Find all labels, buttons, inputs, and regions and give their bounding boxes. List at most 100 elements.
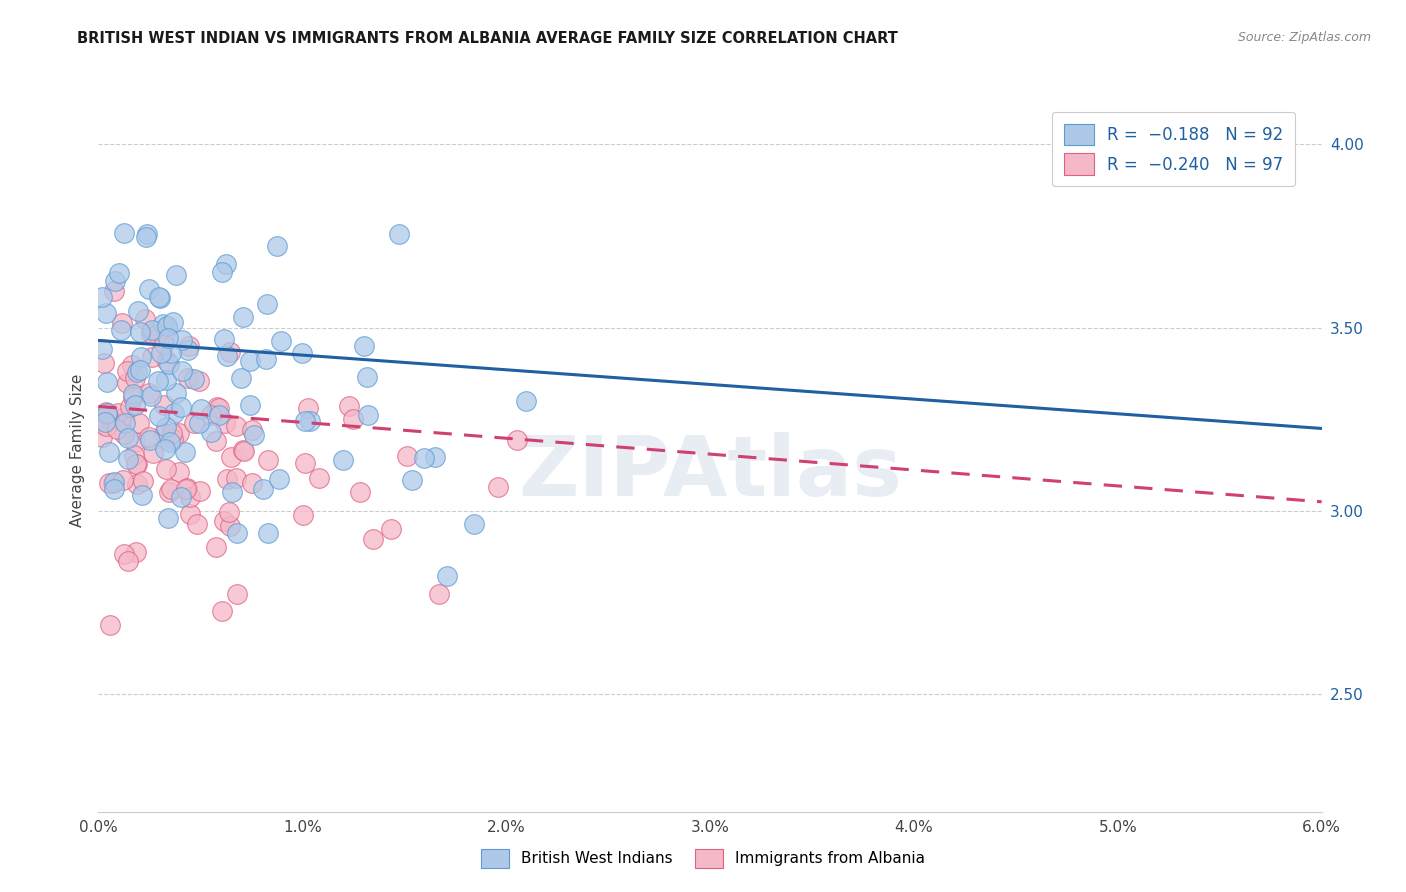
Point: [226, 525, 249, 540]
Point: [208, 401, 231, 415]
Point: [124, 435, 146, 450]
Point: [149, 292, 172, 306]
Point: [155, 462, 177, 476]
Point: [149, 345, 172, 359]
Point: [357, 408, 380, 422]
Point: [179, 490, 201, 504]
Point: [125, 458, 148, 472]
Point: [96, 408, 118, 422]
Point: [105, 422, 128, 436]
Point: [205, 434, 228, 448]
Point: [159, 434, 181, 449]
Point: [122, 448, 145, 462]
Legend: R =  −0.188   N = 92, R =  −0.240   N = 97: R = −0.188 N = 92, R = −0.240 N = 97: [1052, 112, 1295, 186]
Text: Source: ZipAtlas.com: Source: ZipAtlas.com: [1237, 31, 1371, 45]
Point: [292, 508, 315, 522]
Point: [436, 569, 458, 583]
Point: [269, 472, 291, 486]
Legend: British West Indians, Immigrants from Albania: British West Indians, Immigrants from Al…: [475, 843, 931, 873]
Point: [423, 450, 446, 464]
Point: [207, 409, 229, 423]
Point: [103, 475, 125, 489]
Point: [121, 390, 143, 404]
Point: [387, 227, 409, 242]
Point: [159, 482, 181, 496]
Point: [117, 451, 139, 466]
Point: [160, 425, 183, 440]
Point: [157, 511, 180, 525]
Point: [211, 265, 233, 279]
Point: [232, 442, 254, 457]
Point: [252, 483, 274, 497]
Point: [165, 268, 187, 282]
Point: [243, 428, 266, 442]
Point: [291, 346, 314, 360]
Point: [127, 476, 149, 491]
Point: [156, 318, 179, 333]
Point: [152, 425, 174, 440]
Point: [214, 416, 236, 430]
Point: [98, 475, 121, 490]
Point: [174, 445, 197, 459]
Point: [125, 365, 148, 379]
Point: [91, 342, 114, 356]
Point: [94, 305, 117, 319]
Point: [163, 407, 186, 421]
Point: [225, 587, 247, 601]
Point: [103, 482, 125, 496]
Point: [256, 297, 278, 311]
Point: [176, 343, 198, 357]
Point: [232, 310, 254, 325]
Point: [91, 430, 114, 444]
Point: [190, 401, 212, 416]
Point: [131, 475, 153, 489]
Point: [103, 284, 125, 298]
Point: [242, 423, 264, 437]
Point: [294, 456, 316, 470]
Point: [212, 514, 235, 528]
Point: [214, 332, 236, 346]
Point: [156, 331, 179, 345]
Point: [155, 373, 177, 387]
Point: [124, 398, 146, 412]
Point: [98, 445, 121, 459]
Point: [170, 490, 193, 504]
Point: [505, 434, 527, 448]
Point: [239, 398, 262, 412]
Point: [112, 547, 135, 561]
Point: [103, 476, 125, 491]
Point: [254, 352, 277, 367]
Point: [308, 471, 330, 485]
Point: [117, 554, 139, 568]
Point: [257, 526, 280, 541]
Point: [162, 432, 184, 446]
Point: [188, 417, 211, 431]
Point: [125, 457, 148, 471]
Point: [412, 451, 434, 466]
Point: [229, 370, 252, 384]
Point: [104, 274, 127, 288]
Point: [337, 399, 360, 413]
Point: [232, 444, 254, 458]
Point: [153, 336, 176, 351]
Point: [156, 354, 179, 368]
Point: [219, 450, 242, 464]
Point: [142, 446, 165, 460]
Point: [207, 401, 229, 415]
Point: [91, 417, 114, 432]
Point: [200, 408, 222, 422]
Point: [94, 404, 117, 418]
Point: [122, 387, 145, 401]
Point: [183, 417, 205, 431]
Point: [353, 339, 375, 353]
Point: [294, 414, 316, 428]
Point: [127, 304, 149, 318]
Point: [297, 401, 319, 415]
Point: [215, 472, 238, 486]
Point: [186, 516, 208, 531]
Point: [219, 345, 242, 359]
Point: [96, 375, 118, 389]
Point: [139, 326, 162, 340]
Point: [176, 482, 198, 496]
Point: [225, 471, 247, 485]
